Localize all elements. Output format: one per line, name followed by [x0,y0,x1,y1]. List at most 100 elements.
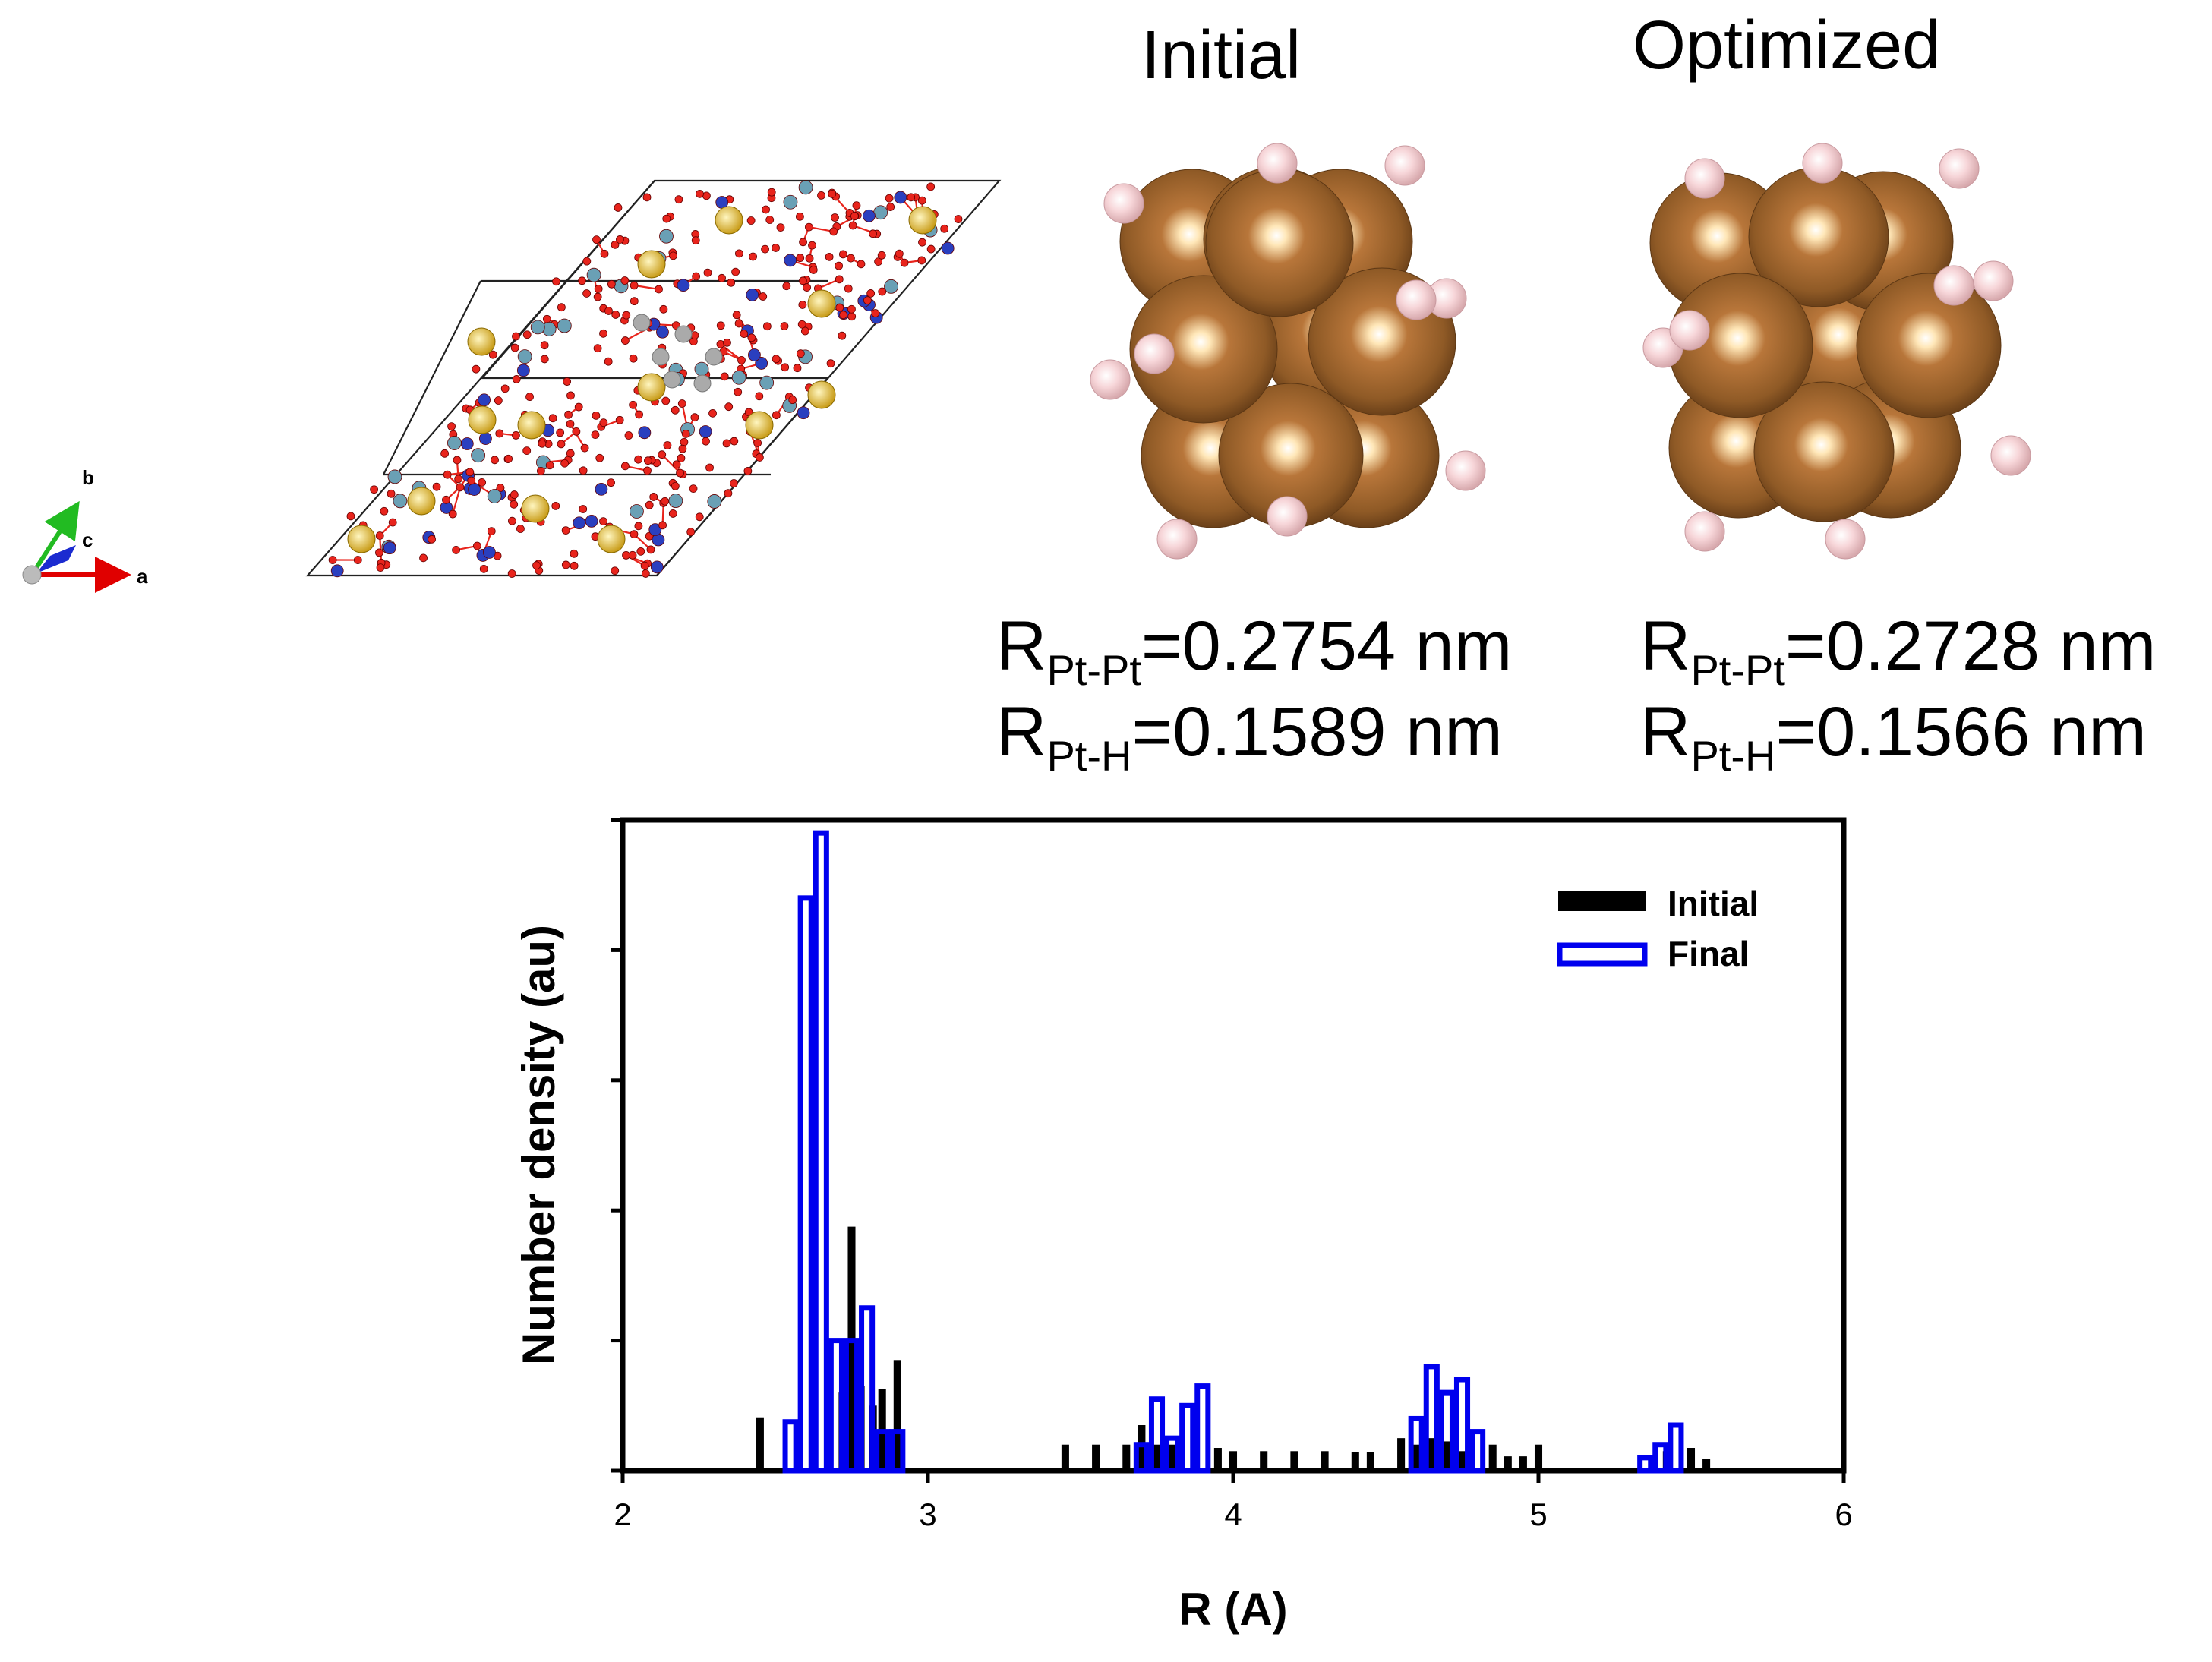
crystal-atom [894,191,907,204]
crystal-atom [614,203,623,212]
crystal-atom [748,348,761,361]
h-atom [1257,143,1298,184]
crystal-atom [516,525,525,533]
crystal-atom [722,439,731,448]
crystal-atom [690,331,699,340]
crystal-atom-s [637,373,666,402]
crystal-atom [695,512,704,522]
bar-initial [1443,1441,1451,1471]
crystal-atom [479,564,488,573]
crystal-atom [510,343,519,352]
axis-b-label: b [82,466,94,489]
crystal-atom [753,439,762,447]
crystal-atom [500,384,510,393]
h-atom [1684,158,1725,199]
bar-initial [1397,1438,1406,1471]
crystal-atom [782,282,791,291]
crystal-atom [724,402,734,412]
crystal-atom [566,449,575,458]
crystal-atom [850,212,859,220]
bar-final [859,1305,876,1474]
crystal-atom [677,279,690,292]
crystal-atom [487,489,502,503]
legend-swatch-final [1557,942,1648,967]
crystal-atom [611,566,620,576]
crystal-atom [536,466,545,475]
crystal-bond [720,343,743,361]
bar-final [1148,1396,1166,1474]
crystal-atom [472,364,481,374]
crystal-atom [727,278,736,287]
crystal-atom [387,469,402,484]
crystal-atom [611,311,620,319]
crystal-atom-s [745,411,774,440]
optimized-pt-h-distance: RPt-H=0.1566 nm [1640,693,2147,780]
crystal-atom [388,518,397,527]
crystal-atom [691,236,700,245]
crystal-atom-s [517,411,546,440]
crystal-atom [353,556,362,564]
cluster-initial [1090,143,1486,560]
bar-final [813,830,829,1474]
crystal-atom [512,375,521,383]
crystal-atom [650,560,664,574]
crystal-atom [621,336,630,345]
bar-initial [1321,1451,1329,1471]
crystal-atom [643,466,652,475]
h-atom [1825,519,1866,560]
crystal-atom [556,428,565,437]
crystal-atom [443,470,452,479]
crystal-atom [863,296,872,305]
h-atom [1990,435,2031,476]
crystal-atom [907,193,916,202]
crystal-atom [797,406,810,420]
crystal-atom [495,429,504,438]
bar-initial [847,1226,856,1471]
h-atom [1669,310,1710,351]
crystal-atom [658,450,667,459]
crystal-atom-s [467,327,496,356]
crystal-atom [795,212,804,221]
crystal-atom [735,249,743,258]
crystal-atom-s [908,206,937,235]
crystal-atom [557,318,572,333]
crystal-bond [452,487,462,515]
crystal-atom [428,535,436,544]
crystal-atom-s [807,289,836,318]
crystal-atom [530,320,545,335]
crystal-atom [387,489,396,498]
crystal-atom [662,214,671,223]
crystal-atom [747,333,756,342]
crystal-atom [582,257,592,266]
crystal-atom [759,292,768,301]
crystal-atom [772,244,780,252]
crystal-atom [494,396,503,405]
crystal-atom-pt [705,348,723,366]
crystal-atom [460,437,474,450]
bar-final [874,1429,891,1474]
initial-title: Initial [1141,17,1301,93]
crystal-atom [532,561,541,570]
crystal-atom [732,311,741,320]
crystal-atom [330,564,344,578]
crystal-atom [655,285,663,294]
bar-final [1164,1435,1181,1474]
crystal-atom [941,241,955,255]
crystal-atom [895,249,904,258]
crystal-atom [442,495,450,504]
crystal-atom [658,521,667,530]
crystal-atom [561,526,570,535]
crystal-atom [755,392,764,401]
crystal-atom [557,303,566,312]
crystal-atom [689,484,698,494]
crystal-atom [538,439,547,448]
crystal-atom [847,304,856,314]
crystal-atom [731,370,746,385]
crystal-atom [761,244,769,254]
h-atom [1396,279,1437,320]
crystal-atom [661,497,670,506]
crystal-atom [803,283,811,292]
bar-initial [1122,1444,1131,1471]
crystal-atom [580,443,589,453]
crystal-atom [517,349,532,364]
